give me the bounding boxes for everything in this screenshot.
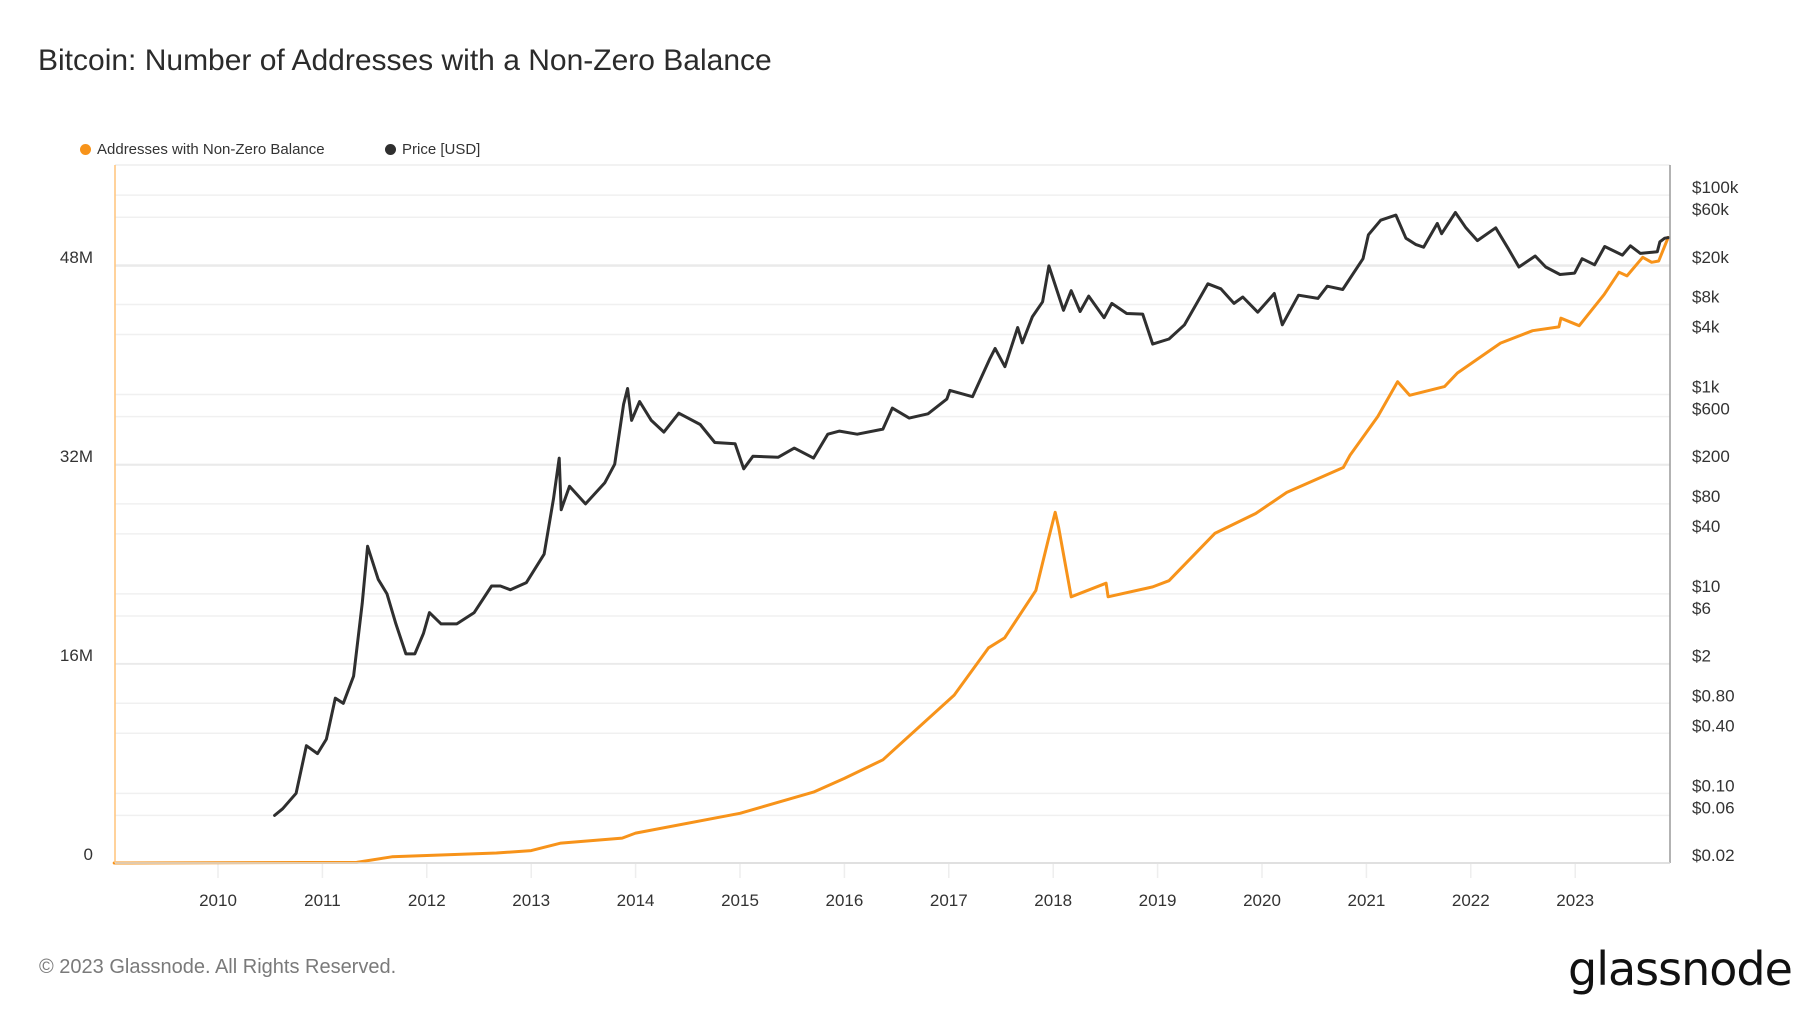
right-axis-tick-label: $20k	[1692, 248, 1729, 267]
right-axis-tick-label: $0.40	[1692, 716, 1735, 735]
right-axis-tick-label: $6	[1692, 599, 1711, 618]
x-axis-tick-label: 2015	[721, 891, 759, 910]
x-axis-tick-label: 2013	[512, 891, 550, 910]
x-axis-tick-label: 2012	[408, 891, 446, 910]
right-axis-tick-label: $0.06	[1692, 798, 1735, 817]
glassnode-logo: glassnode	[1568, 942, 1793, 996]
right-axis-tick-label: $40	[1692, 517, 1720, 536]
legend-marker-black-icon	[385, 144, 396, 155]
legend-label: Addresses with Non-Zero Balance	[97, 141, 325, 158]
right-axis-tick-label: $10	[1692, 577, 1720, 596]
legend-item-price[interactable]: Price [USD]	[385, 141, 480, 158]
legend-marker-orange-icon	[80, 144, 91, 155]
x-axis-tick-label: 2016	[825, 891, 863, 910]
x-axis-tick-label: 2011	[304, 891, 341, 910]
x-axis-tick-label: 2010	[199, 891, 237, 910]
copyright-text: © 2023 Glassnode. All Rights Reserved.	[39, 956, 397, 978]
addresses-series-line	[112, 235, 1670, 865]
right-axis-tick-label: $60k	[1692, 200, 1729, 219]
left-axis-tick-label: 16M	[60, 646, 93, 665]
left-axis-tick-label: 0	[84, 845, 93, 864]
right-axis-tick-label: $600	[1692, 400, 1730, 419]
chart-title: Bitcoin: Number of Addresses with a Non-…	[38, 44, 772, 77]
left-axis-tick-label: 32M	[60, 447, 93, 466]
right-axis-tick-label: $8k	[1692, 287, 1720, 306]
right-axis-tick-label: $0.80	[1692, 686, 1735, 705]
x-axis-tick-label: 2017	[930, 891, 968, 910]
x-axis-tick-label: 2023	[1556, 891, 1594, 910]
legend-label: Price [USD]	[402, 141, 481, 158]
right-axis-tick-label: $0.10	[1692, 776, 1735, 795]
right-axis-tick-label: $80	[1692, 487, 1720, 506]
x-axis-tick-label: 2021	[1347, 891, 1385, 910]
x-axis-tick-label: 2019	[1139, 891, 1177, 910]
x-axis-tick-label: 2014	[617, 891, 655, 910]
legend-item-addresses[interactable]: Addresses with Non-Zero Balance	[80, 141, 325, 158]
left-axis-tick-label: 48M	[60, 248, 93, 267]
right-axis-tick-label: $4k	[1692, 317, 1720, 336]
right-axis-tick-label: $100k	[1692, 178, 1739, 197]
right-axis-tick-label: $2	[1692, 647, 1711, 666]
right-axis-tick-label: $200	[1692, 447, 1730, 466]
x-axis-tick-label: 2020	[1243, 891, 1281, 910]
right-axis-tick-label: $0.02	[1692, 846, 1735, 865]
x-axis-tick-label: 2022	[1452, 891, 1490, 910]
price-series-line	[273, 211, 1670, 817]
x-axis-tick-label: 2018	[1034, 891, 1072, 910]
right-axis-tick-label: $1k	[1692, 378, 1720, 397]
